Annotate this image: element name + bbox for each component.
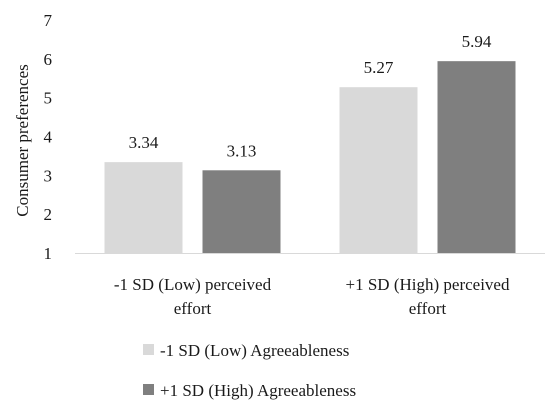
y-tick-label: 2 [44,205,53,224]
y-axis-label: Consumer preferences [13,64,32,216]
x-category-label: +1 SD (High) perceived [346,275,510,294]
x-category-label: -1 SD (Low) perceived [114,275,272,294]
x-category-label: effort [174,299,212,318]
legend-swatch [143,384,154,395]
y-tick-label: 1 [44,244,53,263]
y-tick-label: 7 [44,11,53,30]
bar [339,87,418,253]
bar-value-label: 3.34 [129,133,159,152]
x-category-label: effort [409,299,447,318]
y-tick-label: 3 [44,166,53,185]
legend-swatch [143,344,154,355]
y-tick-label: 4 [44,128,53,147]
bar-value-label: 5.94 [462,32,492,51]
legend-label: -1 SD (Low) Agreeableness [160,341,349,360]
bar-value-label: 3.13 [227,141,257,160]
bar [437,61,516,254]
bar [104,162,183,253]
bar-value-label: 5.27 [364,58,394,77]
y-tick-label: 6 [44,50,53,69]
bar [202,170,281,253]
legend-label: +1 SD (High) Agreeableness [160,381,356,400]
y-tick-label: 5 [44,89,53,108]
